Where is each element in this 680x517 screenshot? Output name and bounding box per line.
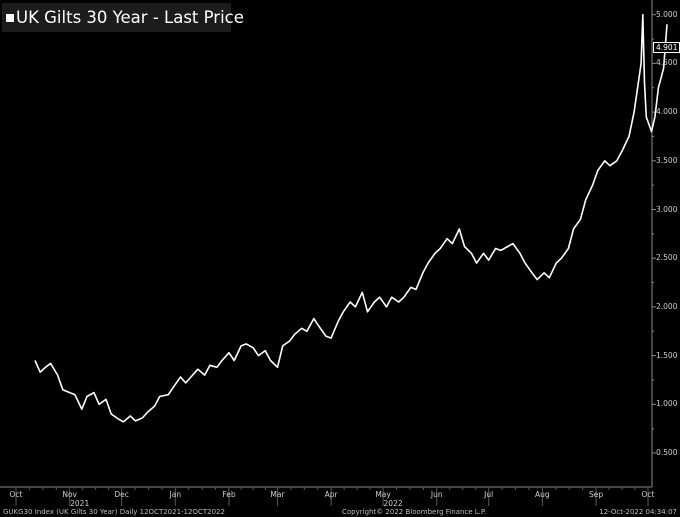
x-tick-label: Aug xyxy=(535,490,550,499)
price-series-line xyxy=(34,13,668,423)
y-tick-label: 4.000 xyxy=(656,107,678,117)
y-tick-label: 3.500 xyxy=(656,155,678,165)
x-tick-label: Apr xyxy=(324,490,338,499)
x-tick-label: Feb xyxy=(222,490,236,499)
last-price-value: 4.901 xyxy=(656,43,678,52)
chart-title: UK Gilts 30 Year - Last Price xyxy=(16,8,244,27)
x-tick-label: Nov xyxy=(62,490,77,499)
y-tick-label: 2.500 xyxy=(656,253,678,263)
x-tick-label: Sep xyxy=(588,490,604,499)
chart-title-box: UK Gilts 30 Year - Last Price xyxy=(2,3,244,32)
x-tick-label: Jul xyxy=(484,490,494,499)
x-axis-ticks xyxy=(15,487,649,506)
footer-timestamp: 12-Oct-2022 04:34:07 xyxy=(599,508,677,516)
x-tick-label: Dec xyxy=(114,490,129,499)
x-year-label: 2022 xyxy=(383,499,403,508)
y-tick-label: 0.500 xyxy=(656,448,678,457)
x-year-label: 2021 xyxy=(70,499,90,508)
y-axis-ticks xyxy=(652,14,656,454)
y-tick-label: 2.000 xyxy=(656,301,678,311)
y-tick-label: 3.000 xyxy=(656,204,678,214)
x-tick-label: Jan xyxy=(169,490,182,499)
footer-copyright: Copyright© 2022 Bloomberg Finance L.P. xyxy=(342,508,487,516)
legend-square-icon xyxy=(6,14,14,22)
x-tick-label: May xyxy=(375,490,391,499)
y-tick-label: 1.000 xyxy=(656,399,678,409)
x-tick-label: Oct xyxy=(641,490,655,499)
x-tick-label: Oct xyxy=(9,490,23,499)
last-price-marker: 4.901 xyxy=(653,42,680,53)
y-tick-label: 5.000 xyxy=(656,9,678,19)
footer-security: GUKG30 Index (UK Gilts 30 Year) Daily 12… xyxy=(3,508,225,516)
y-tick-label: 4.500 xyxy=(656,58,678,68)
x-tick-label: Jun xyxy=(430,490,443,499)
y-tick-label: 1.500 xyxy=(656,350,678,360)
x-tick-label: Mar xyxy=(270,490,285,499)
